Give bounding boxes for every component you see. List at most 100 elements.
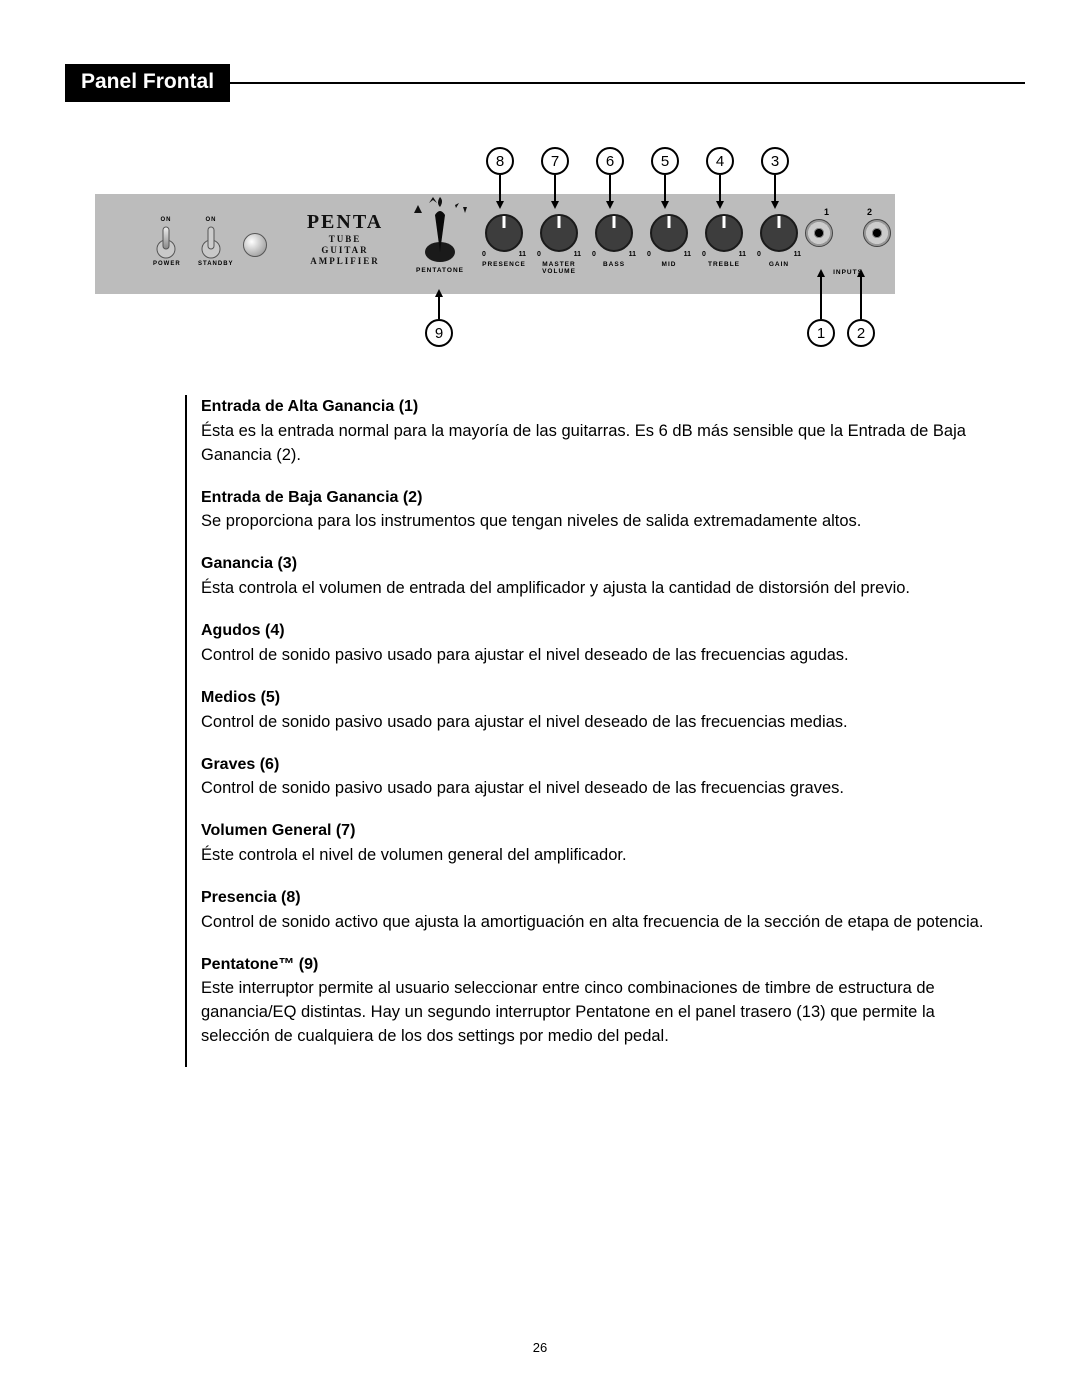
section-text: Éste controla el nivel de volumen genera…: [201, 844, 1005, 868]
section-heading: Pentatone™ (9): [201, 953, 1005, 978]
brand-sub: GUITAR: [290, 245, 400, 256]
callout-arrow: [435, 289, 447, 321]
callout-8: 8: [486, 147, 514, 175]
pentatone-label: PENTATONE: [405, 267, 475, 274]
knob-max: 11: [739, 251, 746, 258]
section: Ganancia (3)Ésta controla el volumen de …: [201, 552, 1005, 601]
section-text: Control de sonido activo que ajusta la a…: [201, 911, 1005, 935]
toggle-on-label: ON: [198, 217, 224, 223]
input-jack-2: [863, 219, 891, 247]
input-jacks: 1 2 INPUTS: [805, 207, 891, 276]
callout-arrow: [496, 175, 508, 211]
section-text: Control de sonido pasivo usado para ajus…: [201, 644, 1005, 668]
knob-max: 11: [629, 251, 636, 258]
callout-5: 5: [651, 147, 679, 175]
knob-icon: [539, 213, 579, 253]
knob-bass: 0 11 BASS: [590, 213, 638, 268]
section-heading: Agudos (4): [201, 619, 1005, 644]
knob-min: 0: [592, 251, 596, 258]
content-body: Entrada de Alta Ganancia (1)Ésta es la e…: [185, 395, 1005, 1067]
knob-min: 0: [537, 251, 541, 258]
knob-icon: [704, 213, 744, 253]
pentatone-icon: [405, 197, 475, 267]
section: Medios (5)Control de sonido pasivo usado…: [201, 686, 1005, 735]
knob-label: TREBLE: [700, 261, 748, 268]
callout-3: 3: [761, 147, 789, 175]
section-heading: Volumen General (7): [201, 819, 1005, 844]
knob-master-volume: 0 11 MASTERVOLUME: [535, 213, 583, 275]
section: Entrada de Alta Ganancia (1)Ésta es la e…: [201, 395, 1005, 468]
toggle-label: POWER: [153, 261, 179, 267]
section: Presencia (8)Control de sonido activo qu…: [201, 886, 1005, 935]
pentatone-selector: PENTATONE: [405, 197, 475, 282]
knob-label: MID: [645, 261, 693, 268]
section: Graves (6)Control de sonido pasivo usado…: [201, 753, 1005, 802]
toggle-on-label: ON: [153, 217, 179, 223]
callout-arrow: [661, 175, 673, 211]
power-toggle: ON POWER: [153, 217, 179, 267]
section: Agudos (4)Control de sonido pasivo usado…: [201, 619, 1005, 668]
callout-6: 6: [596, 147, 624, 175]
power-led: [243, 233, 267, 257]
toggle-icon: [201, 225, 221, 259]
section-heading: Entrada de Baja Ganancia (2): [201, 486, 1005, 511]
knob-max: 11: [684, 251, 691, 258]
callout-4: 4: [706, 147, 734, 175]
knob-min: 0: [482, 251, 486, 258]
knob-icon: [594, 213, 634, 253]
callout-arrow: [551, 175, 563, 211]
knob-min: 0: [757, 251, 761, 258]
input-number: 2: [867, 207, 872, 217]
knob-presence: 0 11 PRESENCE: [480, 213, 528, 268]
callout-arrow: [817, 269, 829, 321]
callout-2: 2: [847, 319, 875, 347]
section-heading: Ganancia (3): [201, 552, 1005, 577]
standby-toggle: ON STANDBY: [198, 217, 224, 267]
brand-sub: TUBE: [290, 234, 400, 245]
section: Pentatone™ (9)Este interruptor permite a…: [201, 953, 1005, 1050]
knob-treble: 0 11 TREBLE: [700, 213, 748, 268]
knob-max: 11: [574, 251, 581, 258]
knob-min: 0: [647, 251, 651, 258]
callout-arrow: [857, 269, 869, 321]
section-text: Ésta controla el volumen de entrada del …: [201, 577, 1005, 601]
knob-icon: [484, 213, 524, 253]
knob-label: GAIN: [755, 261, 803, 268]
knob-gain: 0 11 GAIN: [755, 213, 803, 268]
callout-arrow: [771, 175, 783, 211]
knob-label: MASTERVOLUME: [535, 261, 583, 275]
knob-max: 11: [794, 251, 801, 258]
section-text: Ésta es la entrada normal para la mayorí…: [201, 420, 1005, 468]
knob-max: 11: [519, 251, 526, 258]
toggle-label: STANDBY: [198, 261, 224, 267]
section: Volumen General (7)Éste controla el nive…: [201, 819, 1005, 868]
brand-block: PENTA TUBE GUITAR AMPLIFIER: [290, 211, 400, 266]
knob-mid: 0 11 MID: [645, 213, 693, 268]
section-heading: Graves (6): [201, 753, 1005, 778]
brand-name: PENTA: [290, 211, 400, 234]
knob-label: BASS: [590, 261, 638, 268]
section: Entrada de Baja Ganancia (2)Se proporcio…: [201, 486, 1005, 535]
callout-arrow: [716, 175, 728, 211]
diagram-stage: PENTA TUBE GUITAR AMPLIFIER ON POWER ON …: [65, 139, 1025, 359]
knob-min: 0: [702, 251, 706, 258]
knob-icon: [759, 213, 799, 253]
callout-arrow: [606, 175, 618, 211]
brand-sub: AMPLIFIER: [290, 256, 400, 267]
section-heading: Entrada de Alta Ganancia (1): [201, 395, 1005, 420]
section-title: Panel Frontal: [65, 64, 230, 102]
toggle-icon: [156, 225, 176, 259]
knob-label: PRESENCE: [480, 261, 528, 268]
section-text: Control de sonido pasivo usado para ajus…: [201, 777, 1005, 801]
knob-icon: [649, 213, 689, 253]
callout-7: 7: [541, 147, 569, 175]
input-jack-1: [805, 219, 833, 247]
section-heading: Medios (5): [201, 686, 1005, 711]
callout-9: 9: [425, 319, 453, 347]
page-number: 26: [0, 1340, 1080, 1355]
section-text: Se proporciona para los instrumentos que…: [201, 510, 1005, 534]
section-heading: Presencia (8): [201, 886, 1005, 911]
callout-1: 1: [807, 319, 835, 347]
section-text: Control de sonido pasivo usado para ajus…: [201, 711, 1005, 735]
input-number: 1: [824, 207, 829, 217]
